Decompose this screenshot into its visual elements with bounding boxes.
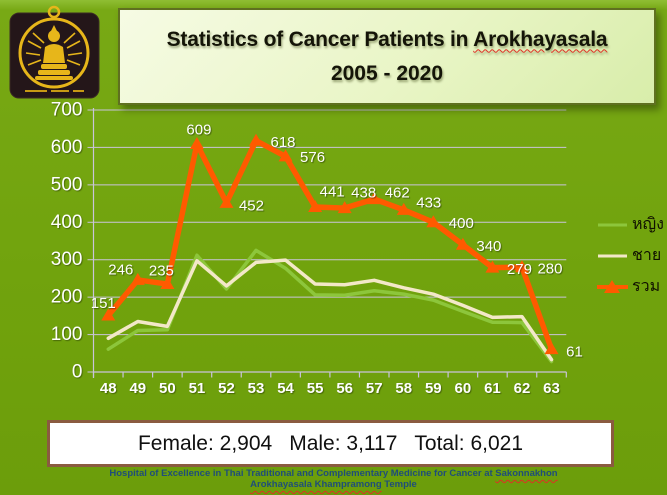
svg-text:58: 58 <box>395 380 412 397</box>
svg-text:59: 59 <box>425 380 442 397</box>
svg-text:50: 50 <box>159 380 176 397</box>
svg-text:63: 63 <box>543 380 560 397</box>
footer-line1-text: Hospital of Excellence in Thai Tradition… <box>109 468 496 479</box>
svg-text:48: 48 <box>100 380 117 397</box>
svg-text:0: 0 <box>72 362 83 383</box>
page-title: Statistics of Cancer Patients in Arokhay… <box>167 28 608 52</box>
male-line-swatch-icon <box>598 254 627 258</box>
legend-label-total: รวม <box>632 278 661 295</box>
svg-text:56: 56 <box>336 380 353 397</box>
svg-text:60: 60 <box>455 380 472 397</box>
y-axis: 0 100 200 300 400 500 600 700 <box>51 100 95 383</box>
svg-text:55: 55 <box>307 380 324 397</box>
svg-text:280: 280 <box>537 261 562 278</box>
footer-line1: Hospital of Excellence in Thai Tradition… <box>0 468 667 480</box>
svg-text:300: 300 <box>51 249 83 270</box>
title-years: 2005 - 2020 <box>330 61 444 85</box>
svg-text:100: 100 <box>51 324 83 345</box>
title-text: Statistics of Cancer Patients in <box>166 27 474 51</box>
svg-text:62: 62 <box>514 380 531 397</box>
svg-text:438: 438 <box>351 185 376 202</box>
summary-total-label: Total: <box>414 431 465 455</box>
svg-text:61: 61 <box>566 344 583 361</box>
summary-female-label: Female: <box>137 431 214 455</box>
svg-text:235: 235 <box>149 263 174 280</box>
legend-item-total: รวม <box>596 278 664 296</box>
footer-line2: Arokhayasala Khampramong Temple <box>0 478 667 491</box>
svg-text:246: 246 <box>108 261 133 278</box>
svg-text:200: 200 <box>51 287 83 308</box>
svg-text:433: 433 <box>416 194 441 211</box>
svg-text:400: 400 <box>449 215 474 232</box>
legend-label-female: หญิง <box>632 216 664 233</box>
summary-total: Total: 6,021 <box>414 432 523 456</box>
summary-female-value: 2,904 <box>219 431 273 455</box>
svg-text:53: 53 <box>248 380 265 397</box>
female-line-swatch-icon <box>598 223 627 227</box>
summary-male-label: Male: <box>289 431 341 455</box>
svg-text:51: 51 <box>189 380 206 397</box>
title-underlined-word: Arokhayasala <box>473 27 608 51</box>
svg-text:462: 462 <box>385 185 410 202</box>
footer-line2-text: Temple <box>381 478 417 490</box>
svg-text:52: 52 <box>218 380 235 397</box>
svg-text:700: 700 <box>51 100 83 121</box>
svg-text:500: 500 <box>51 174 83 195</box>
legend-item-male: ชาย <box>596 247 664 265</box>
svg-text:400: 400 <box>51 212 83 233</box>
chart-legend: หญิง ชาย รวม <box>596 216 664 296</box>
footer-line1-underlined: Sakonnakhon <box>495 468 558 479</box>
title-box: Statistics of Cancer Patients in Arokhay… <box>118 8 656 105</box>
svg-text:49: 49 <box>129 380 146 397</box>
series-line-total <box>105 137 555 352</box>
svg-text:609: 609 <box>186 122 211 139</box>
total-line-swatch-icon <box>597 280 628 293</box>
temple-logo <box>9 5 100 99</box>
summary-male-value: 3,117 <box>346 431 398 455</box>
svg-text:600: 600 <box>51 137 83 158</box>
svg-text:54: 54 <box>277 380 294 397</box>
svg-text:618: 618 <box>271 134 296 151</box>
legend-item-female: หญิง <box>596 216 664 234</box>
footer-line2-underlined: Arokhayasala Khampramong <box>250 478 382 490</box>
svg-text:576: 576 <box>300 149 325 166</box>
footer-caption: Hospital of Excellence in Thai Tradition… <box>0 468 667 491</box>
x-axis: 48 49 50 51 52 53 54 55 56 57 58 59 60 61 62 63 <box>92 371 567 397</box>
svg-text:57: 57 <box>366 380 383 397</box>
total-markers <box>101 133 559 355</box>
legend-label-male: ชาย <box>632 247 662 264</box>
svg-text:452: 452 <box>239 197 264 214</box>
summary-total-value: 6,021 <box>470 431 524 455</box>
summary-box: Female: 2,904 Male: 3,117 Total: 6,021 <box>47 420 614 467</box>
svg-text:279: 279 <box>507 261 532 278</box>
series-line-male <box>106 258 554 362</box>
svg-text:151: 151 <box>91 295 116 312</box>
summary-female: Female: 2,904 <box>138 432 272 456</box>
svg-text:340: 340 <box>476 238 501 255</box>
buddha-icon <box>18 5 90 92</box>
svg-text:61: 61 <box>484 380 501 397</box>
svg-text:441: 441 <box>320 183 345 200</box>
summary-male: Male: 3,117 <box>289 432 397 456</box>
